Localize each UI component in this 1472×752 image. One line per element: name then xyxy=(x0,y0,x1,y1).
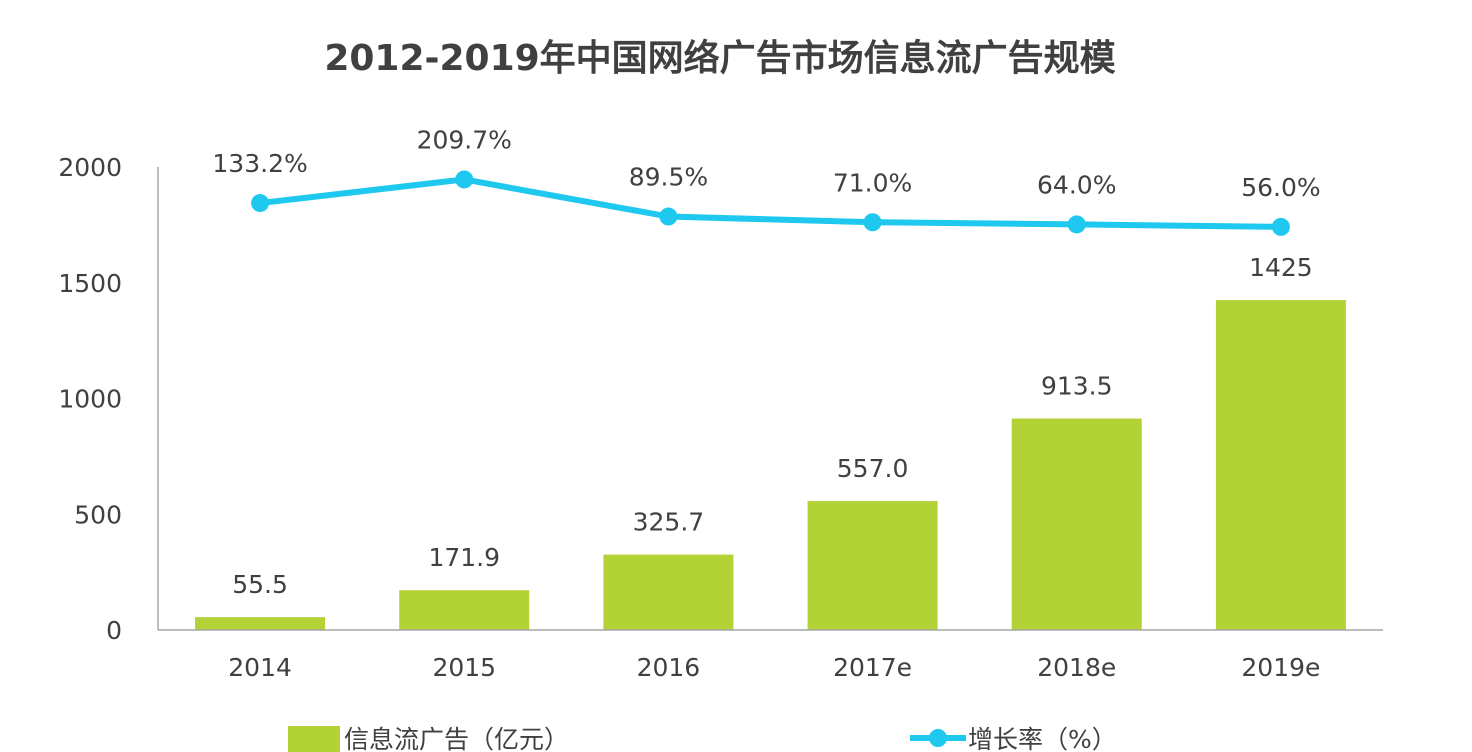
bar xyxy=(807,501,938,630)
growth-point xyxy=(659,207,678,226)
x-tick-label: 2019e xyxy=(1241,653,1320,682)
x-tick-label: 2018e xyxy=(1037,653,1116,682)
x-tick-label: 2014 xyxy=(228,653,292,682)
legend: 信息流广告（亿元） 增长率（%） xyxy=(288,725,1117,752)
growth-data-label: 133.2% xyxy=(212,149,307,178)
bar-data-label: 325.7 xyxy=(633,508,705,537)
y-tick-label: 0 xyxy=(106,616,122,645)
bar xyxy=(1215,300,1346,630)
chart-title: 2012-2019年中国网络广告市场信息流广告规模 xyxy=(324,37,1115,79)
y-tick-label: 500 xyxy=(74,500,122,529)
bar-data-label: 55.5 xyxy=(232,570,288,599)
y-tick-label: 1000 xyxy=(58,385,122,414)
growth-data-label: 56.0% xyxy=(1241,173,1320,202)
bar xyxy=(603,554,734,630)
growth-point xyxy=(455,170,474,189)
growth-data-label: 64.0% xyxy=(1037,170,1116,199)
growth-data-label: 209.7% xyxy=(417,125,512,154)
x-axis: 2014 2015 2016 2017e 2018e 2019e xyxy=(158,629,1383,682)
legend-bar-label: 信息流广告（亿元） xyxy=(344,725,569,752)
growth-point xyxy=(1067,215,1086,234)
x-tick-label: 2016 xyxy=(637,653,701,682)
bar xyxy=(399,590,530,630)
growth-line: 133.2% 209.7% 89.5% 71.0% 64.0% 56.0% xyxy=(212,125,1321,236)
x-tick-label: 2015 xyxy=(432,653,496,682)
growth-point xyxy=(251,194,270,213)
legend-line-label: 增长率（%） xyxy=(968,725,1117,752)
legend-bar-swatch xyxy=(288,726,340,752)
growth-line-path xyxy=(259,176,1281,230)
legend-line-marker xyxy=(929,729,947,747)
bars: 55.5 171.9 325.7 557.0 913.5 1425 xyxy=(195,253,1346,630)
x-tick-label: 2017e xyxy=(833,653,912,682)
bar-data-label: 913.5 xyxy=(1041,372,1113,401)
y-tick-label: 2000 xyxy=(58,153,122,182)
bar-data-label: 171.9 xyxy=(428,543,500,572)
y-axis: 0 500 1000 1500 2000 xyxy=(58,153,159,645)
growth-point xyxy=(1271,217,1290,236)
growth-data-label: 71.0% xyxy=(833,168,912,197)
growth-point xyxy=(863,213,882,232)
bar-data-label: 557.0 xyxy=(837,454,909,483)
growth-data-label: 89.5% xyxy=(629,163,708,192)
bar xyxy=(1011,418,1142,630)
bar xyxy=(195,617,326,630)
bar-data-label: 1425 xyxy=(1249,253,1313,282)
y-tick-label: 1500 xyxy=(58,269,122,298)
